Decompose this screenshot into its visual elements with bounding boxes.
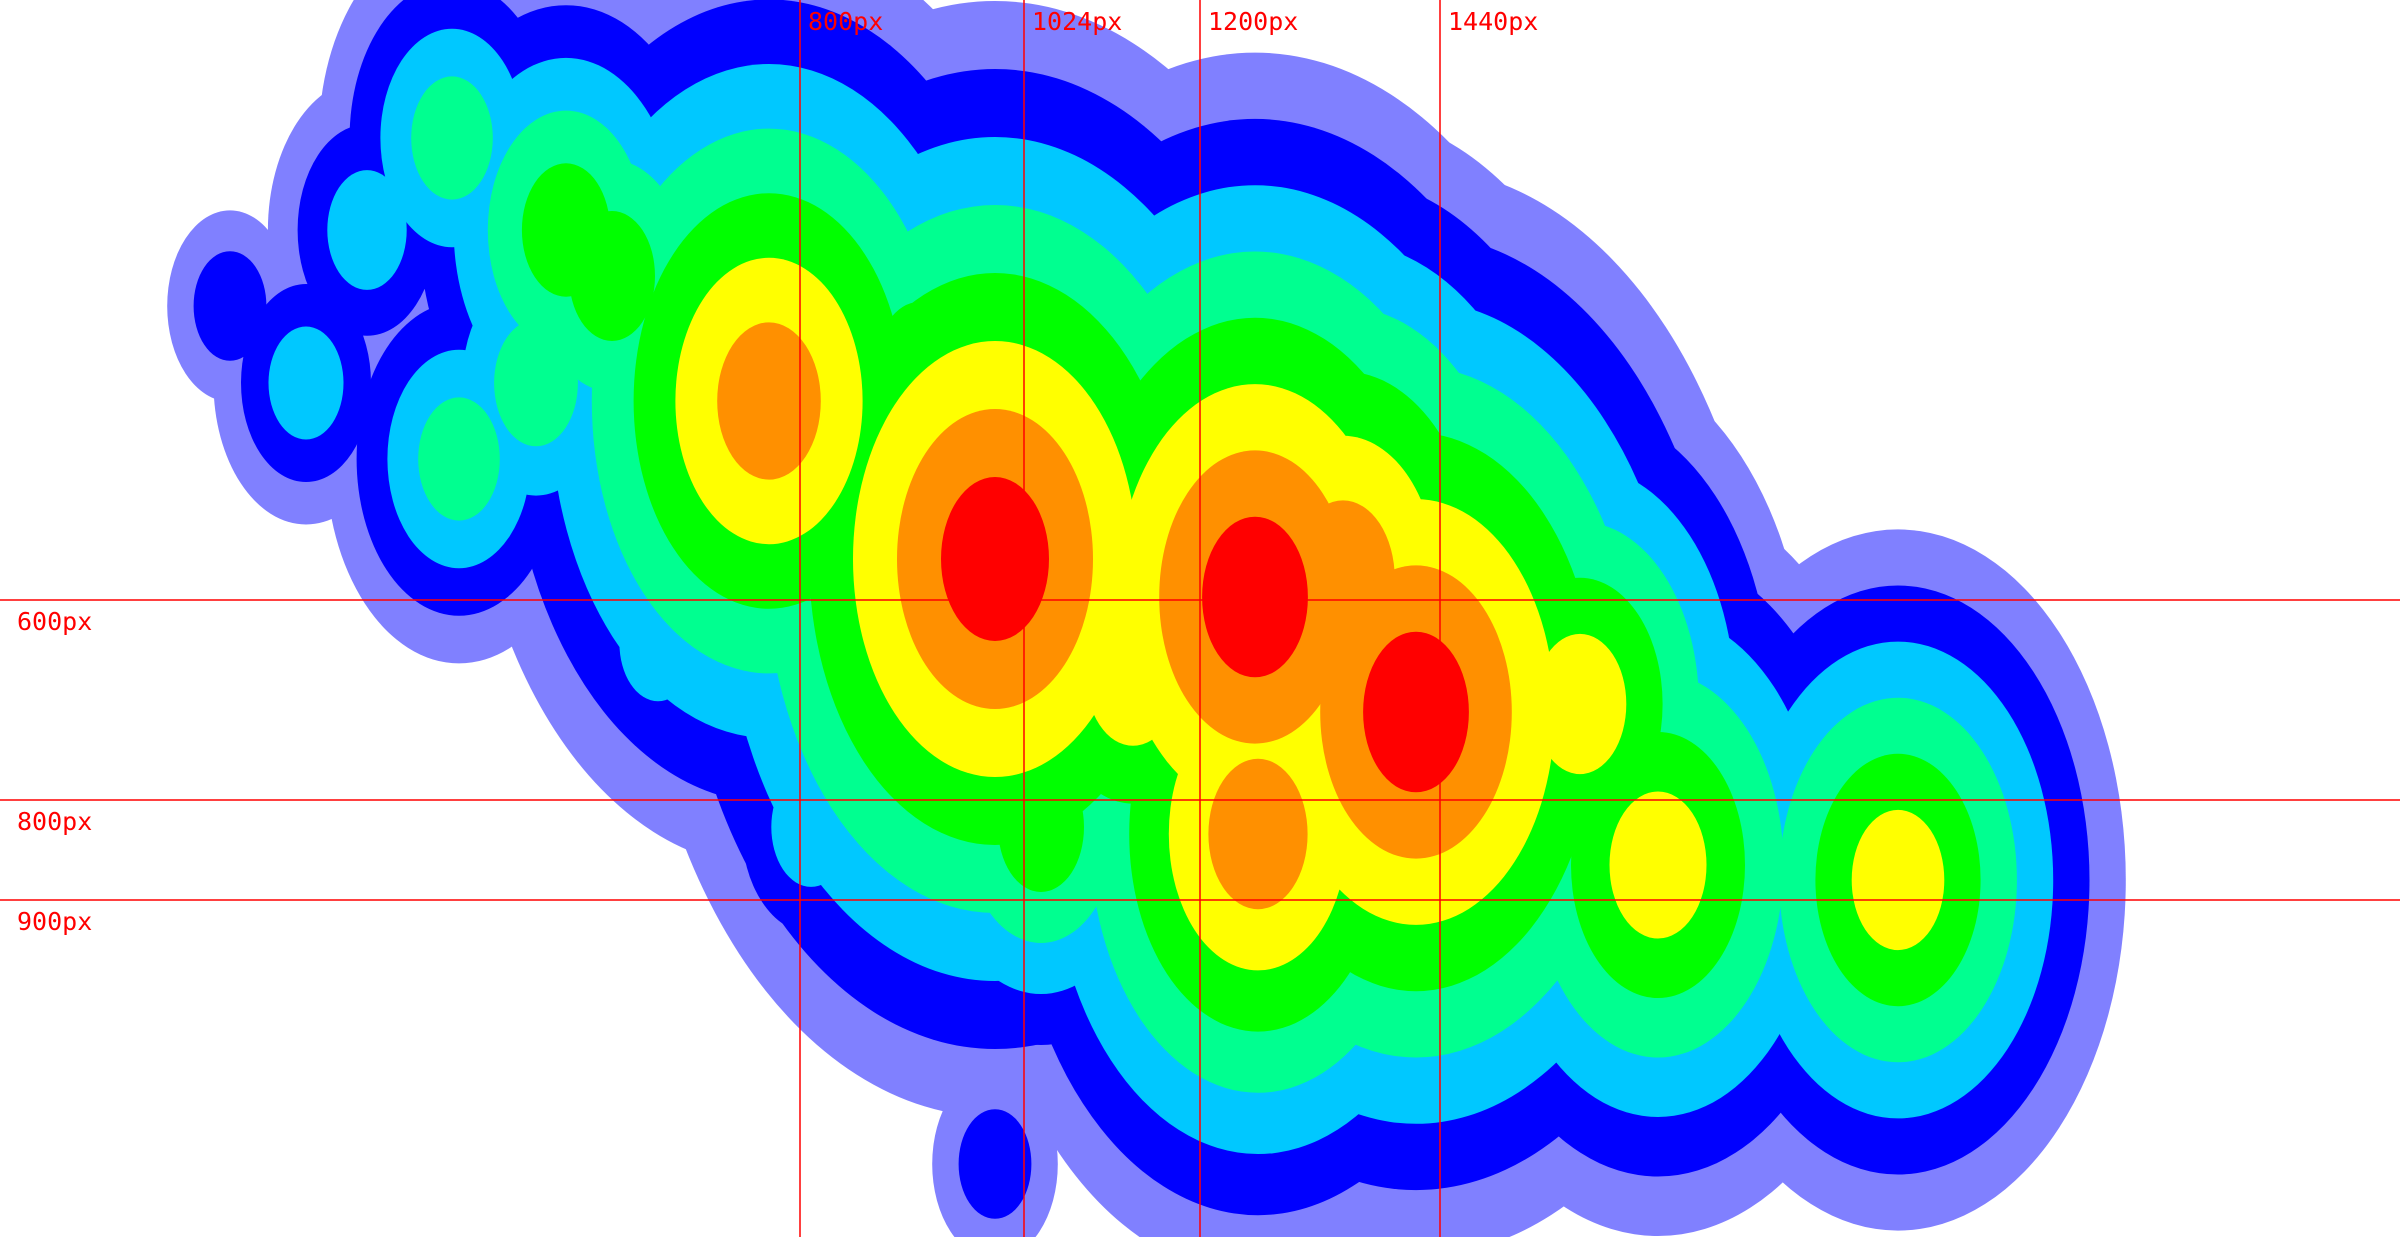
density-blob — [998, 762, 1084, 892]
density-blob — [1085, 602, 1181, 746]
reference-label: 800px — [17, 807, 92, 836]
reference-label: 1200px — [1208, 7, 1298, 36]
density-blob — [494, 319, 578, 447]
density-blob — [193, 251, 267, 361]
density-blob — [1363, 631, 1469, 793]
density-blob — [1533, 633, 1627, 775]
reference-label: 1440px — [1448, 7, 1538, 36]
density-blob — [418, 397, 500, 521]
reference-label: 800px — [808, 7, 883, 36]
reference-label: 900px — [17, 907, 92, 936]
density-blob — [569, 211, 655, 341]
density-blob — [268, 326, 344, 440]
density-blob — [411, 76, 493, 200]
density-blob — [717, 322, 821, 480]
density-blob — [1851, 809, 1945, 951]
density-blob — [958, 1109, 1032, 1219]
density-blob — [1609, 791, 1707, 939]
reference-label: 600px — [17, 607, 92, 636]
density-blob — [1208, 758, 1308, 910]
reference-label: 1024px — [1032, 7, 1122, 36]
density-blob — [941, 477, 1049, 641]
density-blob — [1202, 516, 1308, 678]
density-blob — [327, 170, 407, 290]
